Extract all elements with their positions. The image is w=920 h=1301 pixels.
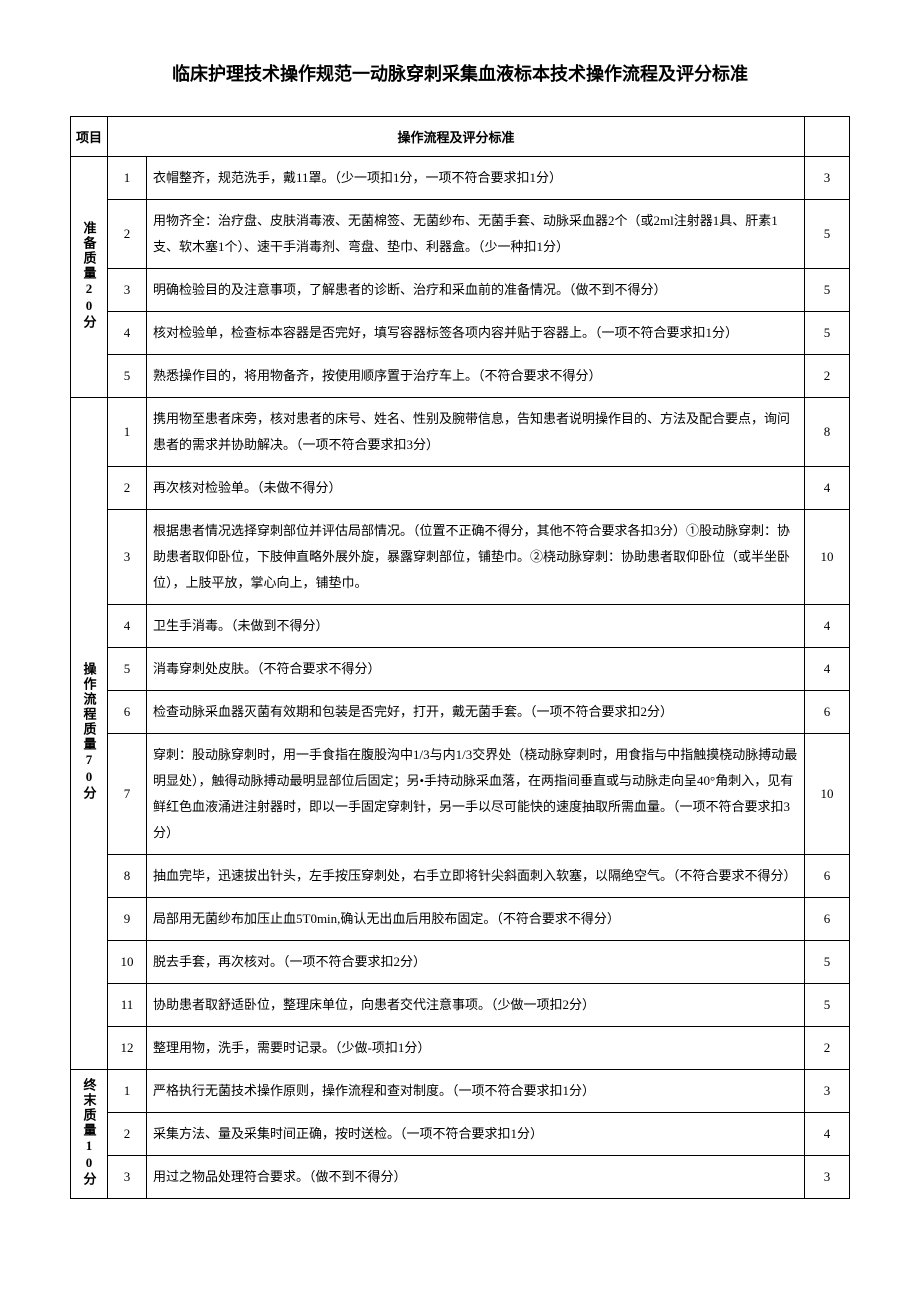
row-description: 用物齐全：治疗盘、皮肤消毒液、无菌棉签、无菌纱布、无菌手套、动脉采血器2个（或2… <box>147 200 805 269</box>
row-number: 1 <box>108 398 147 467</box>
row-score: 5 <box>805 984 850 1027</box>
row-description: 熟悉操作目的，将用物备齐，按使用顺序置于治疗车上。（不符合要求不得分） <box>147 355 805 398</box>
row-score: 4 <box>805 605 850 648</box>
row-number: 3 <box>108 269 147 312</box>
row-description: 根据患者情况选择穿刺部位并评估局部情况。（位置不正确不得分，其他不符合要求各扣3… <box>147 510 805 605</box>
row-score: 4 <box>805 648 850 691</box>
row-score: 4 <box>805 467 850 510</box>
row-number: 2 <box>108 200 147 269</box>
row-description: 再次核对检验单。（未做不得分） <box>147 467 805 510</box>
row-score: 5 <box>805 269 850 312</box>
row-number: 4 <box>108 312 147 355</box>
row-score: 5 <box>805 312 850 355</box>
row-description: 核对检验单，检查标本容器是否完好，填写容器标签各项内容并贴于容器上。（一项不符合… <box>147 312 805 355</box>
row-number: 2 <box>108 1113 147 1156</box>
row-number: 7 <box>108 734 147 855</box>
row-score: 3 <box>805 1070 850 1113</box>
row-description: 明确检验目的及注意事项，了解患者的诊断、治疗和采血前的准备情况。（做不到不得分） <box>147 269 805 312</box>
row-number: 10 <box>108 941 147 984</box>
row-description: 检查动脉采血器灭菌有效期和包装是否完好，打开，戴无菌手套。（一项不符合要求扣2分… <box>147 691 805 734</box>
row-score: 6 <box>805 691 850 734</box>
row-score: 8 <box>805 398 850 467</box>
row-number: 12 <box>108 1027 147 1070</box>
row-score: 3 <box>805 1156 850 1199</box>
page-title: 临床护理技术操作规范一动脉穿刺采集血液标本技术操作流程及评分标准 <box>70 60 850 86</box>
row-description: 严格执行无菌技术操作原则，操作流程和查对制度。（一项不符合要求扣1分） <box>147 1070 805 1113</box>
row-description: 协助患者取舒适卧位，整理床单位，向患者交代注意事项。（少做一项扣2分） <box>147 984 805 1027</box>
row-number: 3 <box>108 1156 147 1199</box>
row-number: 8 <box>108 855 147 898</box>
row-score: 5 <box>805 941 850 984</box>
row-number: 4 <box>108 605 147 648</box>
scoring-table: 项目操作流程及评分标准准备质量20分1衣帽整齐，规范洗手，戴11罩。（少一项扣1… <box>70 116 850 1199</box>
row-score: 4 <box>805 1113 850 1156</box>
header-procedure: 操作流程及评分标准 <box>108 117 805 157</box>
row-score: 2 <box>805 1027 850 1070</box>
row-number: 11 <box>108 984 147 1027</box>
row-number: 9 <box>108 898 147 941</box>
row-description: 穿刺：股动脉穿刺时，用一手食指在腹股沟中1/3与内1/3交界处（桡动脉穿刺时，用… <box>147 734 805 855</box>
row-description: 整理用物，洗手，需要时记录。（少做-项扣1分） <box>147 1027 805 1070</box>
row-score: 6 <box>805 898 850 941</box>
row-number: 1 <box>108 1070 147 1113</box>
row-score: 6 <box>805 855 850 898</box>
row-score: 10 <box>805 734 850 855</box>
header-score <box>805 117 850 157</box>
header-category: 项目 <box>71 117 108 157</box>
row-score: 3 <box>805 157 850 200</box>
row-score: 10 <box>805 510 850 605</box>
row-number: 5 <box>108 355 147 398</box>
section-label: 准备质量20分 <box>71 157 108 398</box>
row-description: 用过之物品处理符合要求。（做不到不得分） <box>147 1156 805 1199</box>
section-label: 操作流程质量70分 <box>71 398 108 1070</box>
row-description: 局部用无菌纱布加压止血5T0min,确认无出血后用胶布固定。（不符合要求不得分） <box>147 898 805 941</box>
row-description: 消毒穿刺处皮肤。（不符合要求不得分） <box>147 648 805 691</box>
row-description: 衣帽整齐，规范洗手，戴11罩。（少一项扣1分，一项不符合要求扣1分） <box>147 157 805 200</box>
row-number: 2 <box>108 467 147 510</box>
section-label: 终末质量10分 <box>71 1070 108 1199</box>
row-number: 6 <box>108 691 147 734</box>
row-number: 3 <box>108 510 147 605</box>
row-score: 5 <box>805 200 850 269</box>
row-number: 5 <box>108 648 147 691</box>
row-number: 1 <box>108 157 147 200</box>
row-description: 脱去手套，再次核对。（一项不符合要求扣2分） <box>147 941 805 984</box>
row-description: 卫生手消毒。（未做到不得分） <box>147 605 805 648</box>
row-description: 抽血完毕，迅速拔出针头，左手按压穿刺处，右手立即将针尖斜面刺入软塞，以隔绝空气。… <box>147 855 805 898</box>
row-description: 采集方法、量及采集时间正确，按时送检。（一项不符合要求扣1分） <box>147 1113 805 1156</box>
row-score: 2 <box>805 355 850 398</box>
row-description: 携用物至患者床旁，核对患者的床号、姓名、性别及腕带信息，告知患者说明操作目的、方… <box>147 398 805 467</box>
